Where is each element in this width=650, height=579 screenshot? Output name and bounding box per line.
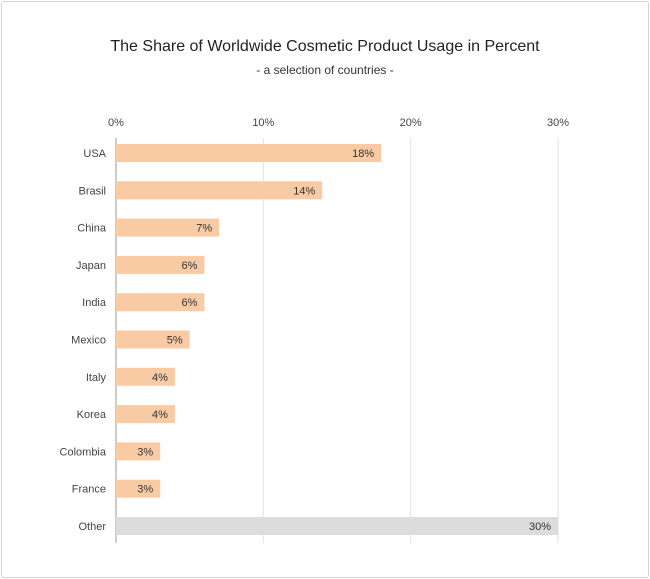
data-label: 3% <box>137 446 153 458</box>
x-tick-label: 20% <box>400 117 422 129</box>
data-label: 4% <box>152 372 168 384</box>
bar <box>116 517 558 535</box>
bar <box>116 144 382 162</box>
category-label: China <box>77 223 107 235</box>
chart-subtitle: - a selection of countries - <box>256 63 394 77</box>
data-label: 30% <box>529 521 551 533</box>
category-label: Colombia <box>60 446 107 458</box>
data-label: 4% <box>152 409 168 421</box>
bar <box>116 367 175 386</box>
data-label: 18% <box>352 148 374 160</box>
bar <box>116 479 161 498</box>
category-label: France <box>72 484 106 496</box>
data-label: 6% <box>181 260 197 272</box>
data-label: 5% <box>167 335 183 347</box>
bar <box>116 405 175 424</box>
category-label: Japan <box>76 260 106 272</box>
data-label: 14% <box>293 185 315 197</box>
category-label: Italy <box>86 372 107 384</box>
category-label: USA <box>83 148 106 160</box>
category-label: Korea <box>77 409 107 421</box>
data-label: 3% <box>137 484 153 496</box>
bar <box>116 293 205 312</box>
bar <box>116 218 220 237</box>
category-label: Mexico <box>71 335 106 347</box>
bar <box>116 442 161 461</box>
bar <box>116 255 205 274</box>
category-label: Other <box>78 521 106 533</box>
data-label: 7% <box>196 223 212 235</box>
bar <box>116 181 323 200</box>
data-label: 6% <box>181 297 197 309</box>
x-tick-label: 30% <box>547 117 569 129</box>
chart-title: The Share of Worldwide Cosmetic Product … <box>110 38 540 55</box>
bar <box>116 330 190 349</box>
x-tick-label: 10% <box>252 117 274 129</box>
category-label: India <box>82 297 107 309</box>
x-tick-label: 0% <box>108 117 124 129</box>
category-label: Brasil <box>78 185 106 197</box>
